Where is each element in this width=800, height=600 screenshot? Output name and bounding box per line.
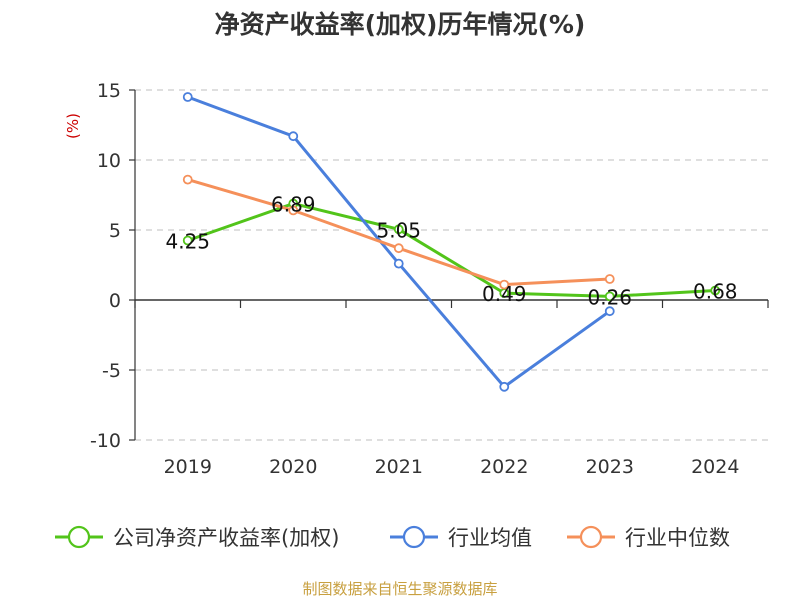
legend-swatch-marker [402, 525, 426, 549]
x-tick-label: 2020 [269, 456, 317, 478]
legend-label: 公司净资产收益率(加权) [113, 526, 339, 550]
y-tick-label: 0 [109, 290, 121, 312]
legend-item-0[interactable]: 公司净资产收益率(加权) [55, 525, 339, 550]
data-point [499, 279, 510, 290]
data-labels: 4.25 6.89 5.05 0.49 0.26 0.68 [165, 193, 737, 310]
data-point [710, 285, 721, 296]
data-point [288, 131, 299, 142]
data-label: 0.68 [693, 279, 738, 303]
legend-item-1[interactable]: 行业均值 [390, 525, 532, 550]
y-tick-label: -5 [102, 360, 121, 382]
x-tick-label: 2021 [375, 456, 423, 478]
data-point [499, 381, 510, 392]
legend-label: 行业中位数 [625, 526, 730, 550]
data-label: 0.26 [587, 285, 632, 309]
data-point [393, 243, 404, 254]
x-tick-label: 2022 [480, 456, 528, 478]
source-note: 制图数据来自恒生聚源数据库 [302, 580, 497, 598]
axes: 15 10 5 0 -5 -10 2019 2020 2021 2022 2023 2024 [90, 80, 769, 478]
chart-title: 净资产收益率(加权)历年情况(%) [215, 10, 586, 39]
data-point [288, 205, 299, 216]
data-point [604, 274, 615, 284]
legend: 公司净资产收益率(加权) 行业均值 行业中位数 [55, 525, 730, 550]
y-axis-unit: (%) [64, 113, 82, 139]
data-point [182, 235, 193, 246]
y-tick-label: -10 [90, 430, 121, 452]
data-label: 0.49 [482, 282, 527, 306]
series-lines [182, 92, 721, 392]
x-tick-label: 2024 [691, 456, 739, 478]
y-tick-label: 10 [97, 150, 121, 172]
data-point [182, 92, 193, 102]
data-label: 6.89 [271, 193, 316, 217]
data-point [393, 224, 404, 235]
x-tick-label: 2023 [586, 456, 634, 478]
data-point [182, 174, 193, 185]
data-point [604, 306, 615, 317]
series-line-0 [187, 202, 716, 298]
x-tick-label: 2019 [164, 456, 212, 478]
data-point [604, 291, 615, 302]
data-label: 4.25 [165, 230, 210, 254]
legend-swatch-marker [579, 525, 603, 549]
legend-label: 行业均值 [448, 526, 532, 550]
data-label: 5.05 [376, 218, 421, 242]
legend-swatch-marker [67, 525, 91, 549]
legend-item-2[interactable]: 行业中位数 [567, 525, 730, 550]
y-tick-label: 15 [97, 80, 121, 102]
data-point [393, 258, 404, 269]
y-tick-label: 5 [109, 220, 121, 242]
